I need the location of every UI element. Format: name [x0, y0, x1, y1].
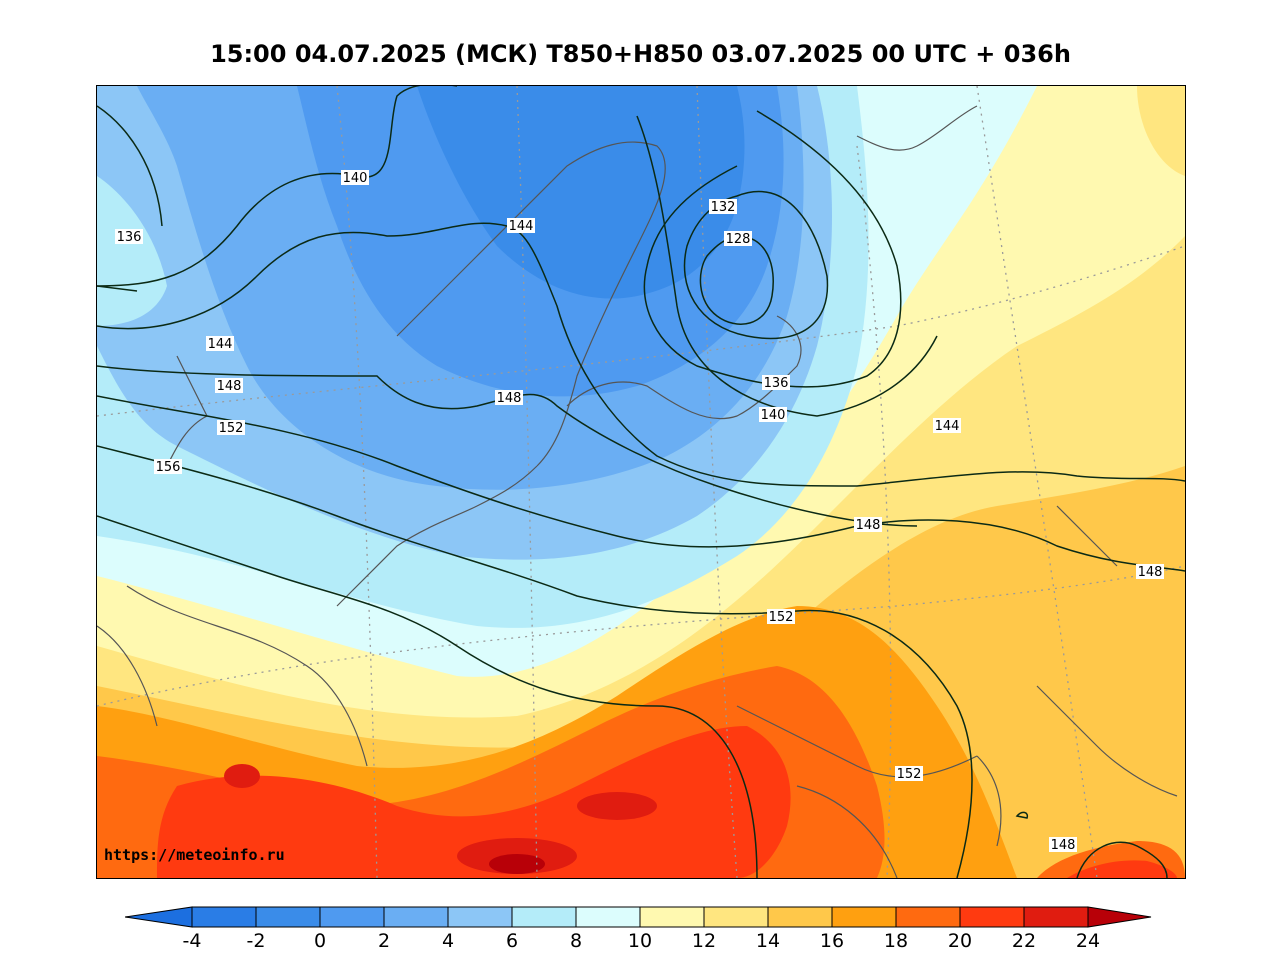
colorbar-swatch: [639, 906, 705, 928]
contour-label: 152: [219, 421, 244, 436]
colorbar-low-extend: [125, 906, 193, 928]
contour-156: [97, 515, 758, 878]
contour-label: 148: [1138, 565, 1163, 580]
contour-label-bg: [762, 375, 790, 390]
contour-132-low: [683, 190, 829, 340]
colorbar-tick-label: 10: [627, 930, 653, 952]
contour-label-bg: [709, 199, 737, 214]
field-band-22-24-spot-1: [224, 764, 260, 788]
colorbar: [125, 906, 1152, 928]
contour-label: 140: [761, 408, 786, 423]
colorbar-swatch: [319, 906, 385, 928]
contour-label-bg: [154, 459, 182, 474]
colorbar-swatch: [767, 906, 833, 928]
contour-140-nw: [97, 86, 457, 287]
colorbar-tick-label: 16: [819, 930, 845, 952]
contour-label-bg: [341, 170, 369, 185]
contour-label-bg: [895, 766, 923, 781]
contour-label: 128: [726, 232, 751, 247]
contour-label-bg: [206, 336, 234, 351]
contour-label: 148: [856, 518, 881, 533]
colorbar-tick-label: 4: [441, 930, 455, 952]
contour-152-main: [97, 445, 973, 878]
contour-label: 148: [217, 379, 242, 394]
contour-label: 136: [117, 230, 142, 245]
colorbar-tick-label: 20: [947, 930, 973, 952]
colorbar-swatch: [255, 906, 321, 928]
colorbar-tick-label: 6: [505, 930, 519, 952]
contour-label-bg: [724, 231, 752, 246]
colorbar-swatch: [831, 906, 897, 928]
contour-label: 152: [769, 610, 794, 625]
temperature-field-map: 140 136 144 132 128 144 148 148 136 140 …: [97, 86, 1185, 878]
colorbar-tick-label: 22: [1011, 930, 1037, 952]
contour-label: 144: [509, 219, 534, 234]
contour-label-bg: [759, 407, 787, 422]
contour-labels: 140 136 144 132 128 144 148 148 136 140 …: [115, 170, 1164, 853]
colorbar-swatch: [1023, 906, 1089, 928]
colorbar-swatch: [703, 906, 769, 928]
colorbar-swatch: [511, 906, 577, 928]
contour-label: 132: [711, 200, 736, 215]
contour-label: 136: [764, 376, 789, 391]
contour-label-bg: [854, 517, 882, 532]
graticule: [97, 86, 1185, 878]
field-band-22-24-spot-2: [577, 792, 657, 820]
height-contours: [97, 86, 1185, 878]
contour-label: 140: [343, 171, 368, 186]
contour-label: 144: [208, 337, 233, 352]
colorbar-swatch: [191, 906, 257, 928]
contour-label-bg: [495, 390, 523, 405]
map-title: 15:00 04.07.2025 (МСК) T850+H850 03.07.2…: [210, 40, 1071, 68]
contour-label: 156: [156, 460, 181, 475]
contour-label-bg: [933, 418, 961, 433]
contour-small-ring: [1015, 811, 1029, 819]
contour-label-bg: [507, 218, 535, 233]
colorbar-tick-label: 18: [883, 930, 909, 952]
colorbar-tick-label: 24: [1075, 930, 1101, 952]
contour-136-low: [643, 110, 902, 388]
colorbar-swatch: [447, 906, 513, 928]
map-panel: 140 136 144 132 128 144 148 148 136 140 …: [96, 85, 1186, 879]
colorbar-tick-label: 8: [569, 930, 583, 952]
colorbar-tick-label: -4: [182, 930, 202, 952]
contour-label-bg: [215, 378, 243, 393]
colorbar-swatch: [575, 906, 641, 928]
source-url: https://meteoinfo.ru: [104, 846, 285, 864]
contour-label-bg: [217, 420, 245, 435]
colorbar-swatch: [959, 906, 1025, 928]
contour-148-main: [97, 395, 1185, 572]
colorbar-tick-label: -2: [246, 930, 266, 952]
colorbar-tick-labels: -4 -2 0 2 4 6 8 10 12 14 16 18 20 22 24: [0, 930, 1281, 954]
contour-140-stub: [97, 285, 138, 292]
contour-label-bg: [115, 229, 143, 244]
contour-label: 152: [897, 767, 922, 782]
contour-label-bg: [1136, 564, 1164, 579]
colorbar-tick-label: 2: [377, 930, 391, 952]
colorbar-swatch: [383, 906, 449, 928]
contour-136-west: [97, 105, 163, 227]
colorbar-tick-label: 14: [755, 930, 781, 952]
contour-144-main: [97, 222, 1185, 487]
contour-148-north: [97, 365, 918, 527]
contour-140-east: [636, 115, 938, 417]
field-band-12-14-ne: [1137, 86, 1185, 176]
field-band-minus2-0: [417, 86, 745, 299]
contour-128-low: [699, 235, 774, 325]
field-band-20-22: [157, 726, 791, 878]
field-band-se-hot: [1067, 860, 1177, 878]
field-band-24-plus-spot: [489, 854, 545, 874]
contour-label: 144: [935, 419, 960, 434]
colorbar-tick-label: 12: [691, 930, 717, 952]
contour-148-se: [1076, 841, 1168, 878]
contour-label-bg: [767, 609, 795, 624]
contour-label-bg: [1049, 837, 1077, 852]
colorbar-tick-label: 0: [313, 930, 327, 952]
contour-label: 148: [497, 391, 522, 406]
colorbar-high-extend: [1087, 906, 1152, 928]
contour-label: 148: [1051, 838, 1076, 853]
colorbar-swatch: [895, 906, 961, 928]
